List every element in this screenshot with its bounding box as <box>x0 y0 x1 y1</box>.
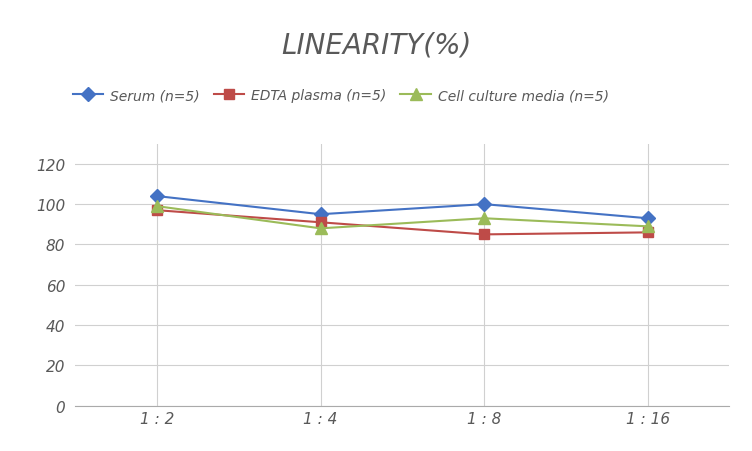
EDTA plasma (n=5) <box>643 230 652 235</box>
EDTA plasma (n=5) <box>480 232 489 238</box>
Cell culture media (n=5) <box>316 226 325 231</box>
Line: Serum (n=5): Serum (n=5) <box>152 192 653 224</box>
Line: EDTA plasma (n=5): EDTA plasma (n=5) <box>152 206 653 240</box>
Serum (n=5) <box>153 194 162 199</box>
Cell culture media (n=5) <box>480 216 489 221</box>
Serum (n=5) <box>480 202 489 207</box>
Serum (n=5) <box>643 216 652 221</box>
Cell culture media (n=5) <box>643 224 652 230</box>
Line: Cell culture media (n=5): Cell culture media (n=5) <box>151 201 653 235</box>
EDTA plasma (n=5) <box>316 220 325 226</box>
Cell culture media (n=5) <box>153 204 162 209</box>
EDTA plasma (n=5) <box>153 208 162 213</box>
Legend: Serum (n=5), EDTA plasma (n=5), Cell culture media (n=5): Serum (n=5), EDTA plasma (n=5), Cell cul… <box>67 83 614 109</box>
Text: LINEARITY(%): LINEARITY(%) <box>280 32 472 60</box>
Serum (n=5) <box>316 212 325 217</box>
